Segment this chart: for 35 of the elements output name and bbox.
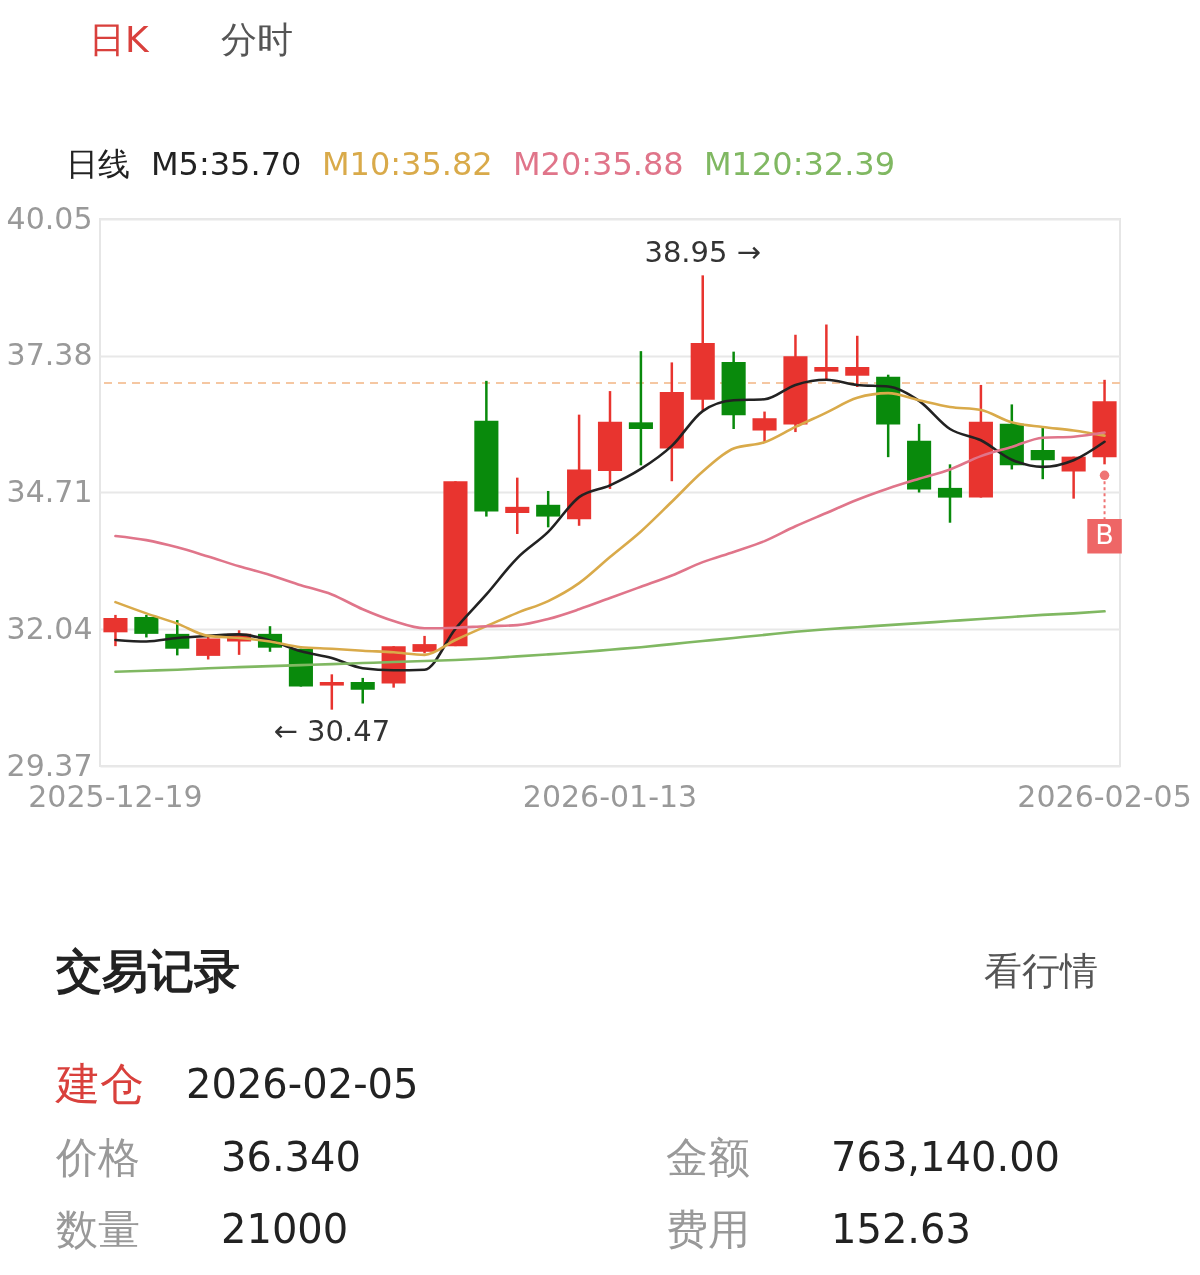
line-series <box>114 610 1106 674</box>
text: 152.63 <box>831 1206 971 1252</box>
annotation: ← 30.47 <box>273 713 391 748</box>
text: 看行情 <box>984 949 1098 993</box>
text: 36.340 <box>221 1134 361 1180</box>
y-tick-label: 37.38 <box>6 337 93 373</box>
text: 价格 <box>55 1133 140 1182</box>
text: M10:35.82 <box>322 145 493 183</box>
text: 建仓 <box>55 1058 144 1109</box>
y-tick-label: 32.04 <box>6 610 93 646</box>
candlestick <box>628 349 653 467</box>
text: 21000 <box>221 1206 349 1252</box>
candlestick <box>505 476 530 536</box>
legend-title: 日线 <box>66 145 130 183</box>
text: 金额 <box>666 1133 750 1182</box>
text: 分时 <box>221 19 293 60</box>
text: 2026-02-05 <box>186 1061 419 1107</box>
x-tick-label: 2026-01-13 <box>522 778 698 814</box>
text: M120:32.39 <box>704 145 896 183</box>
candlestick <box>319 673 344 711</box>
text: 费用 <box>666 1205 750 1254</box>
y-tick-label: 34.71 <box>6 474 93 509</box>
candlestick <box>350 676 375 705</box>
text: M5:35.70 <box>151 145 302 183</box>
text: 日K <box>89 19 150 60</box>
y-tick-label: 40.05 <box>6 200 93 236</box>
text: 交易记录 <box>55 944 240 998</box>
annotation: B <box>1095 519 1114 551</box>
text: 数量 <box>56 1205 140 1254</box>
candlestick <box>845 334 870 389</box>
text: M20:35.88 <box>513 145 684 183</box>
annotation: 38.95 → <box>644 235 761 270</box>
text: 763,140.00 <box>831 1134 1061 1180</box>
x-tick-label: 2026-02-05 <box>1017 778 1192 814</box>
candlestick <box>937 463 963 524</box>
